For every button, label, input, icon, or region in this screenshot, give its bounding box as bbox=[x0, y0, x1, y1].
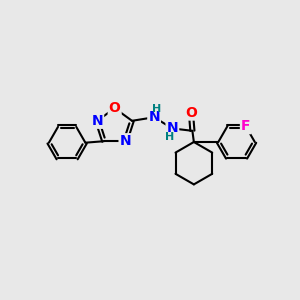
Text: N: N bbox=[120, 134, 131, 148]
Text: N: N bbox=[92, 114, 103, 128]
Text: O: O bbox=[109, 101, 121, 115]
Text: F: F bbox=[241, 119, 250, 133]
Text: O: O bbox=[185, 106, 197, 120]
Text: H: H bbox=[152, 104, 161, 114]
Text: H: H bbox=[165, 132, 175, 142]
Text: N: N bbox=[148, 110, 160, 124]
Text: N: N bbox=[167, 122, 178, 136]
